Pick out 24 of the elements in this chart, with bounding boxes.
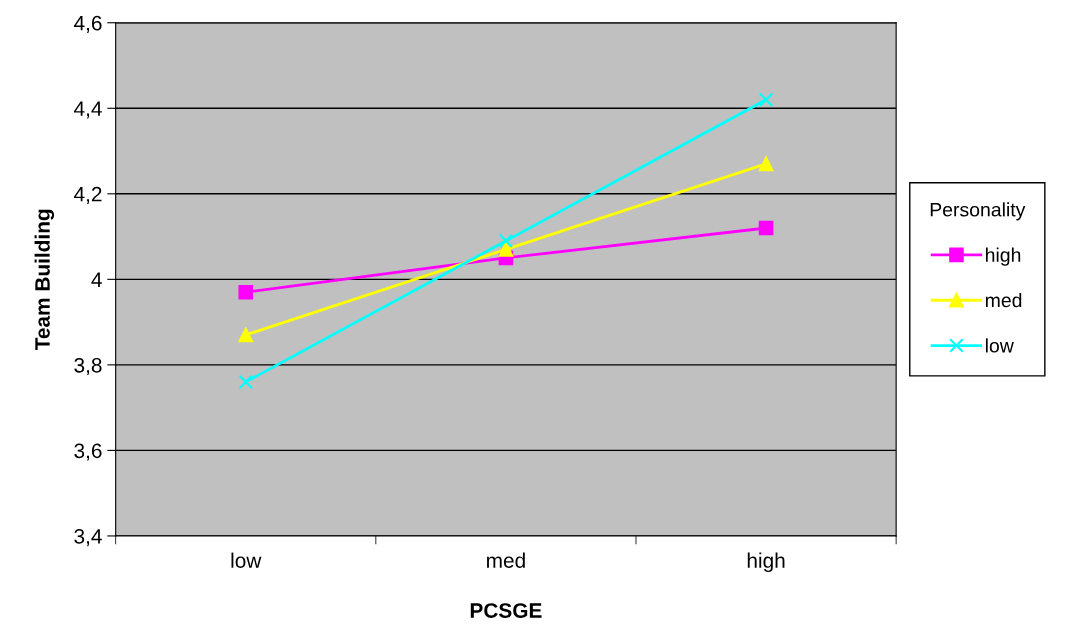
x-tick-label: high (747, 552, 785, 573)
point (238, 284, 254, 300)
legend-label: high (986, 247, 1021, 266)
legend-label: med (985, 292, 1022, 308)
y-tick-label: 4,2 (73, 186, 102, 205)
point (498, 233, 514, 249)
point (238, 327, 254, 343)
y-tick-label: 3,6 (74, 443, 102, 461)
point (238, 374, 254, 390)
legend-title: Personality (930, 202, 1026, 221)
point (758, 156, 774, 172)
x-tick-label: low (231, 552, 262, 568)
x-axis-title: PCSGE (470, 603, 542, 618)
x-tick-label: med (487, 552, 525, 568)
point (498, 242, 514, 257)
point (758, 92, 774, 108)
y-tick-label: 3,8 (74, 357, 102, 376)
legend-label: low (985, 338, 1014, 353)
y-tick-label: 4 (91, 272, 102, 287)
y-axis-title: Team Building (34, 209, 55, 351)
y-tick-label: 4,6 (73, 15, 102, 33)
y-tick-label: 4,4 (73, 101, 102, 119)
point (758, 220, 774, 236)
y-tick-label: 3,4 (74, 528, 102, 547)
